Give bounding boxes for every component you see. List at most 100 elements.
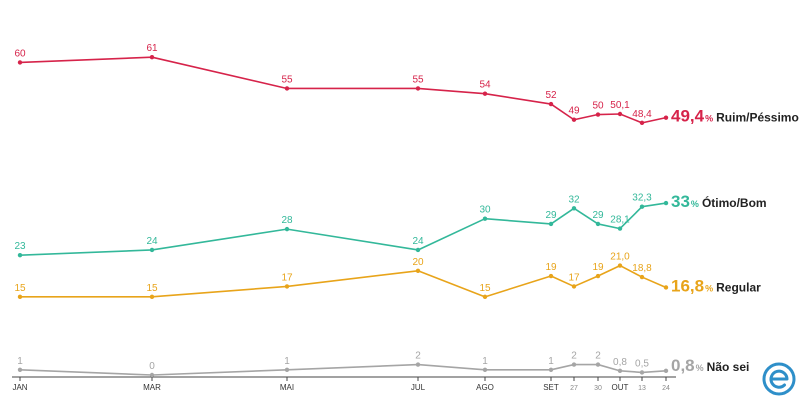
data-label: 1 <box>482 356 488 367</box>
data-label: 18,8 <box>632 263 652 274</box>
data-point <box>571 206 577 211</box>
data-point <box>482 216 488 221</box>
data-point <box>663 368 669 374</box>
data-point <box>482 367 488 372</box>
data-point <box>639 370 645 375</box>
data-point <box>415 362 421 367</box>
data-label: 28,1 <box>610 215 630 226</box>
data-label: 2 <box>595 351 601 362</box>
data-point <box>415 247 421 253</box>
data-label: 30 <box>479 205 491 216</box>
data-point <box>595 221 601 227</box>
x-axis: JAN MAR MAI JUL AGO SET 27 30 OUT 13 24 <box>12 376 676 392</box>
data-point <box>284 367 290 372</box>
x-tick-label: JAN <box>12 383 27 392</box>
data-label: 24 <box>146 236 158 247</box>
data-point <box>149 294 155 300</box>
data-label: 48,4 <box>632 109 652 120</box>
end-label: 0,8% Não sei <box>671 356 749 375</box>
e-logo-icon <box>762 362 796 396</box>
data-label: 55 <box>412 74 424 85</box>
end-label-unit: % <box>691 199 699 209</box>
x-tick-label: MAI <box>280 383 294 392</box>
data-point <box>149 247 155 253</box>
x-tick-label: 27 <box>570 385 578 392</box>
end-label-unit: % <box>705 114 713 124</box>
data-label: 60 <box>14 48 26 59</box>
data-label: 19 <box>592 262 604 273</box>
x-tick-label: AGO <box>476 383 494 392</box>
series-name: Ótimo/Bom <box>702 195 767 210</box>
data-label: 49 <box>568 106 580 117</box>
series-name: Ruim/Péssimo <box>716 111 799 125</box>
series-line <box>19 202 667 256</box>
data-point <box>571 284 577 289</box>
data-label: 15 <box>14 283 26 294</box>
end-label-value: 0,8 <box>671 356 695 375</box>
data-point <box>548 273 554 279</box>
data-point <box>415 86 421 91</box>
series-2: 15 15 17 20 15 19 17 19 21,018,8 16,8% Regular <box>14 252 761 300</box>
x-tick-label: SET <box>543 383 559 392</box>
data-point <box>639 120 645 126</box>
data-point <box>149 372 155 378</box>
data-label: 0,5 <box>635 358 649 369</box>
data-point <box>17 60 23 65</box>
series-name: Regular <box>716 280 761 294</box>
end-label: 16,8% Regular <box>671 276 761 295</box>
data-label: 55 <box>281 74 293 85</box>
data-point <box>284 226 290 232</box>
data-label: 61 <box>146 43 158 54</box>
x-tick-label: MAR <box>143 383 161 392</box>
data-point <box>663 115 669 120</box>
data-label: 2 <box>571 351 577 362</box>
data-label: 29 <box>545 210 557 221</box>
end-label-unit: % <box>696 363 704 373</box>
data-label: 15 <box>479 283 491 294</box>
data-point <box>548 101 554 107</box>
x-tick-label: 24 <box>662 385 670 392</box>
series-0: 60 61 55 55 54 52 49 50 50,148,4 49,4% Ruim/Péssim… <box>14 43 798 125</box>
data-label: 19 <box>545 262 557 273</box>
x-tick-label: 30 <box>594 385 602 392</box>
data-point <box>663 200 669 206</box>
end-label-unit: % <box>705 283 713 293</box>
data-point <box>595 362 601 367</box>
data-point <box>548 221 554 227</box>
data-label: 54 <box>479 80 491 91</box>
data-point <box>639 204 645 209</box>
data-point <box>571 117 577 122</box>
data-point <box>482 91 488 96</box>
data-label: 32 <box>568 194 580 205</box>
data-point <box>284 86 290 91</box>
data-point <box>639 274 645 280</box>
data-point <box>571 362 577 367</box>
data-point <box>17 294 23 300</box>
data-point <box>617 226 623 231</box>
data-label: 1 <box>17 356 23 367</box>
data-label: 1 <box>548 356 554 367</box>
data-label: 23 <box>14 241 26 252</box>
data-label: 21,0 <box>610 252 630 263</box>
data-label: 52 <box>545 90 557 101</box>
data-label: 29 <box>592 210 604 221</box>
data-point <box>617 263 623 268</box>
data-point <box>663 285 669 290</box>
data-point <box>17 367 23 372</box>
x-tick-label: JUL <box>411 383 426 392</box>
data-point <box>617 368 623 374</box>
data-label: 17 <box>281 272 293 283</box>
data-label: 1 <box>284 356 290 367</box>
data-point <box>595 273 601 279</box>
end-label: 49,4% Ruim/Péssimo <box>671 107 799 126</box>
data-label: 0,8 <box>613 357 627 368</box>
data-label: 0 <box>149 361 155 372</box>
series-1: 23 24 28 24 30 29 32 29 28,132,3 33% Ótimo/Bom <box>14 192 767 258</box>
series-name: Não sei <box>707 360 750 374</box>
data-label: 28 <box>281 215 293 226</box>
end-label: 33% Ótimo/Bom <box>671 192 767 211</box>
data-label: 2 <box>415 351 421 362</box>
data-point <box>548 367 554 372</box>
data-label: 24 <box>412 236 424 247</box>
